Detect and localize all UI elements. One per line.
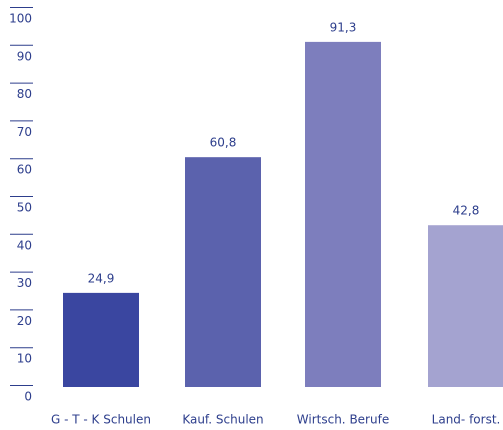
y-tick-label: 80 [17, 87, 32, 101]
data-label: 60,8 [210, 136, 237, 150]
x-tick-label: G - T - K Schulen [51, 413, 151, 427]
bar [428, 225, 503, 387]
y-tick-label: 0 [24, 390, 32, 404]
y-tick-label: 90 [17, 49, 32, 63]
bar [63, 292, 139, 387]
y-tick-label: 50 [17, 201, 32, 215]
y-tick-label: 20 [17, 314, 32, 328]
x-tick-label: Kauf. Schulen [182, 413, 263, 427]
y-tick-label: 40 [17, 238, 32, 252]
y-tick-label: 60 [17, 163, 32, 177]
data-label: 24,9 [88, 271, 115, 285]
data-label: 91,3 [330, 20, 357, 34]
y-tick-label: 30 [17, 276, 32, 290]
y-tick-label: 70 [17, 125, 32, 139]
bar [185, 157, 261, 387]
x-tick-label: Land- forst. [432, 413, 501, 427]
y-tick-label: 100 [9, 12, 32, 26]
bar [305, 41, 381, 388]
data-label: 42,8 [453, 204, 480, 218]
y-tick-label: 10 [17, 352, 32, 366]
x-tick-label: Wirtsch. Berufe [297, 413, 389, 427]
